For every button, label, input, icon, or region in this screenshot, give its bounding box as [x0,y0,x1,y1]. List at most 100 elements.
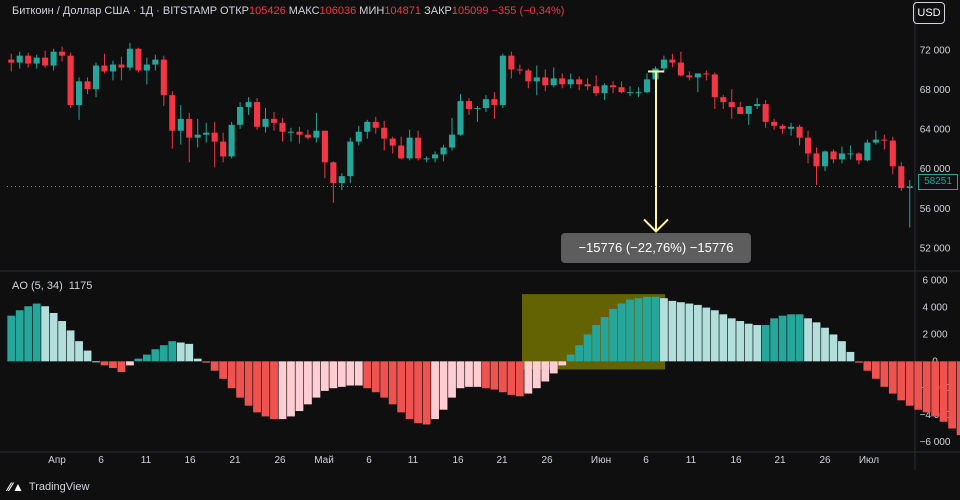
candle-body [440,147,447,155]
ao-bar [795,314,804,362]
time-tick-label: 6 [643,455,649,466]
candle-body [211,132,218,142]
symbol-legend: Биткоин / Доллар США · 1Д · BITSTAMP ОТК… [12,5,564,17]
measure-label: −15776 (−22,76%) −15776 [561,233,751,263]
candle-body [203,132,210,135]
price-tick-label: 64 000 [920,125,951,136]
time-tick-label: 16 [452,455,464,466]
close-value: 105099 [451,5,489,17]
ao-bar [456,361,465,389]
candle-body [118,64,125,68]
candle-body [296,131,303,135]
ao-tick-label: 6 000 [922,276,947,287]
ao-bar [354,361,363,386]
ao-bar [727,318,736,362]
candle-body [711,74,718,98]
time-tick-label: Июн [591,455,611,466]
candle-body [508,55,515,70]
time-tick-label: 21 [496,455,508,466]
time-tick-label: 26 [819,455,831,466]
ao-bar [126,361,134,366]
ao-bar [312,361,321,398]
candle-body [499,55,506,106]
measure-arrowhead [643,218,669,233]
candle-body [135,48,142,71]
price-tick-label: 60 000 [920,164,951,175]
ao-bar [770,318,779,362]
ao-bar [761,325,770,362]
ao-bar [193,358,202,362]
ao-bar [261,361,270,417]
candle-body [550,78,557,86]
ao-bar [100,361,109,366]
candle-body [728,102,735,108]
currency-button[interactable]: USD [913,2,945,24]
ao-bar [702,307,711,362]
ao-bar [202,361,211,363]
ao-bar [371,361,380,393]
ao-bar [931,361,940,417]
ao-bar [838,341,846,362]
ao-bar [660,298,668,362]
candle-body [330,162,337,184]
ao-bar [592,325,601,362]
ao-bar [532,361,541,389]
ao-tick-label: 4 000 [922,303,947,314]
candle-body [109,64,117,72]
time-tick-label: Май [314,455,334,466]
candle-body [270,118,278,123]
ao-bar [388,361,397,405]
ao-bar [888,361,897,394]
tradingview-brand[interactable]: ⁄⁄▲ TradingView [8,480,89,494]
candle-body [737,107,744,114]
ao-bar [948,361,957,429]
candle-body [855,153,862,161]
candle-body [338,176,345,184]
candle-body [415,137,422,159]
ao-bar [914,361,923,410]
time-tick-label: 6 [366,455,372,466]
candle-body [321,130,328,163]
ao-bar [685,303,694,362]
ao-bar [92,361,100,363]
ao-bar [753,325,762,362]
ao-bar [58,321,66,362]
open-value: 105426 [249,5,286,17]
ao-bar [498,361,507,393]
ao-bar [227,361,236,389]
candle-body [906,186,913,189]
ao-bar [575,345,584,362]
ao-tick-label: −6 000 [920,437,951,448]
ao-bar [609,308,617,362]
candle-body [50,51,57,66]
candle-body [304,134,311,138]
candle-body [703,73,710,75]
candle-body [448,134,456,148]
ao-bar [15,310,24,362]
time-tick-label: 6 [98,455,104,466]
ao-bar [736,321,745,362]
candle-body [618,87,625,93]
time-tick-label: 16 [184,455,196,466]
time-tick-label: Апр [48,455,66,466]
candle-body [25,55,32,64]
ao-bar [465,361,473,387]
candle-body [177,118,184,131]
ao-bar [821,327,829,362]
ao-bar [956,361,960,436]
candle-body [474,108,481,110]
candle-body [754,104,761,107]
ao-bar [117,361,126,373]
candle-body [42,57,49,66]
candle-body [660,59,667,69]
candle-body [677,62,684,76]
open-label: ОТКР [219,5,249,17]
ao-bar [329,361,338,389]
candle-body [847,153,854,155]
ao-bar [855,361,863,363]
candle-body [186,118,193,138]
candle-body [355,131,362,142]
ao-bar [32,303,41,362]
candle-body [779,125,786,129]
